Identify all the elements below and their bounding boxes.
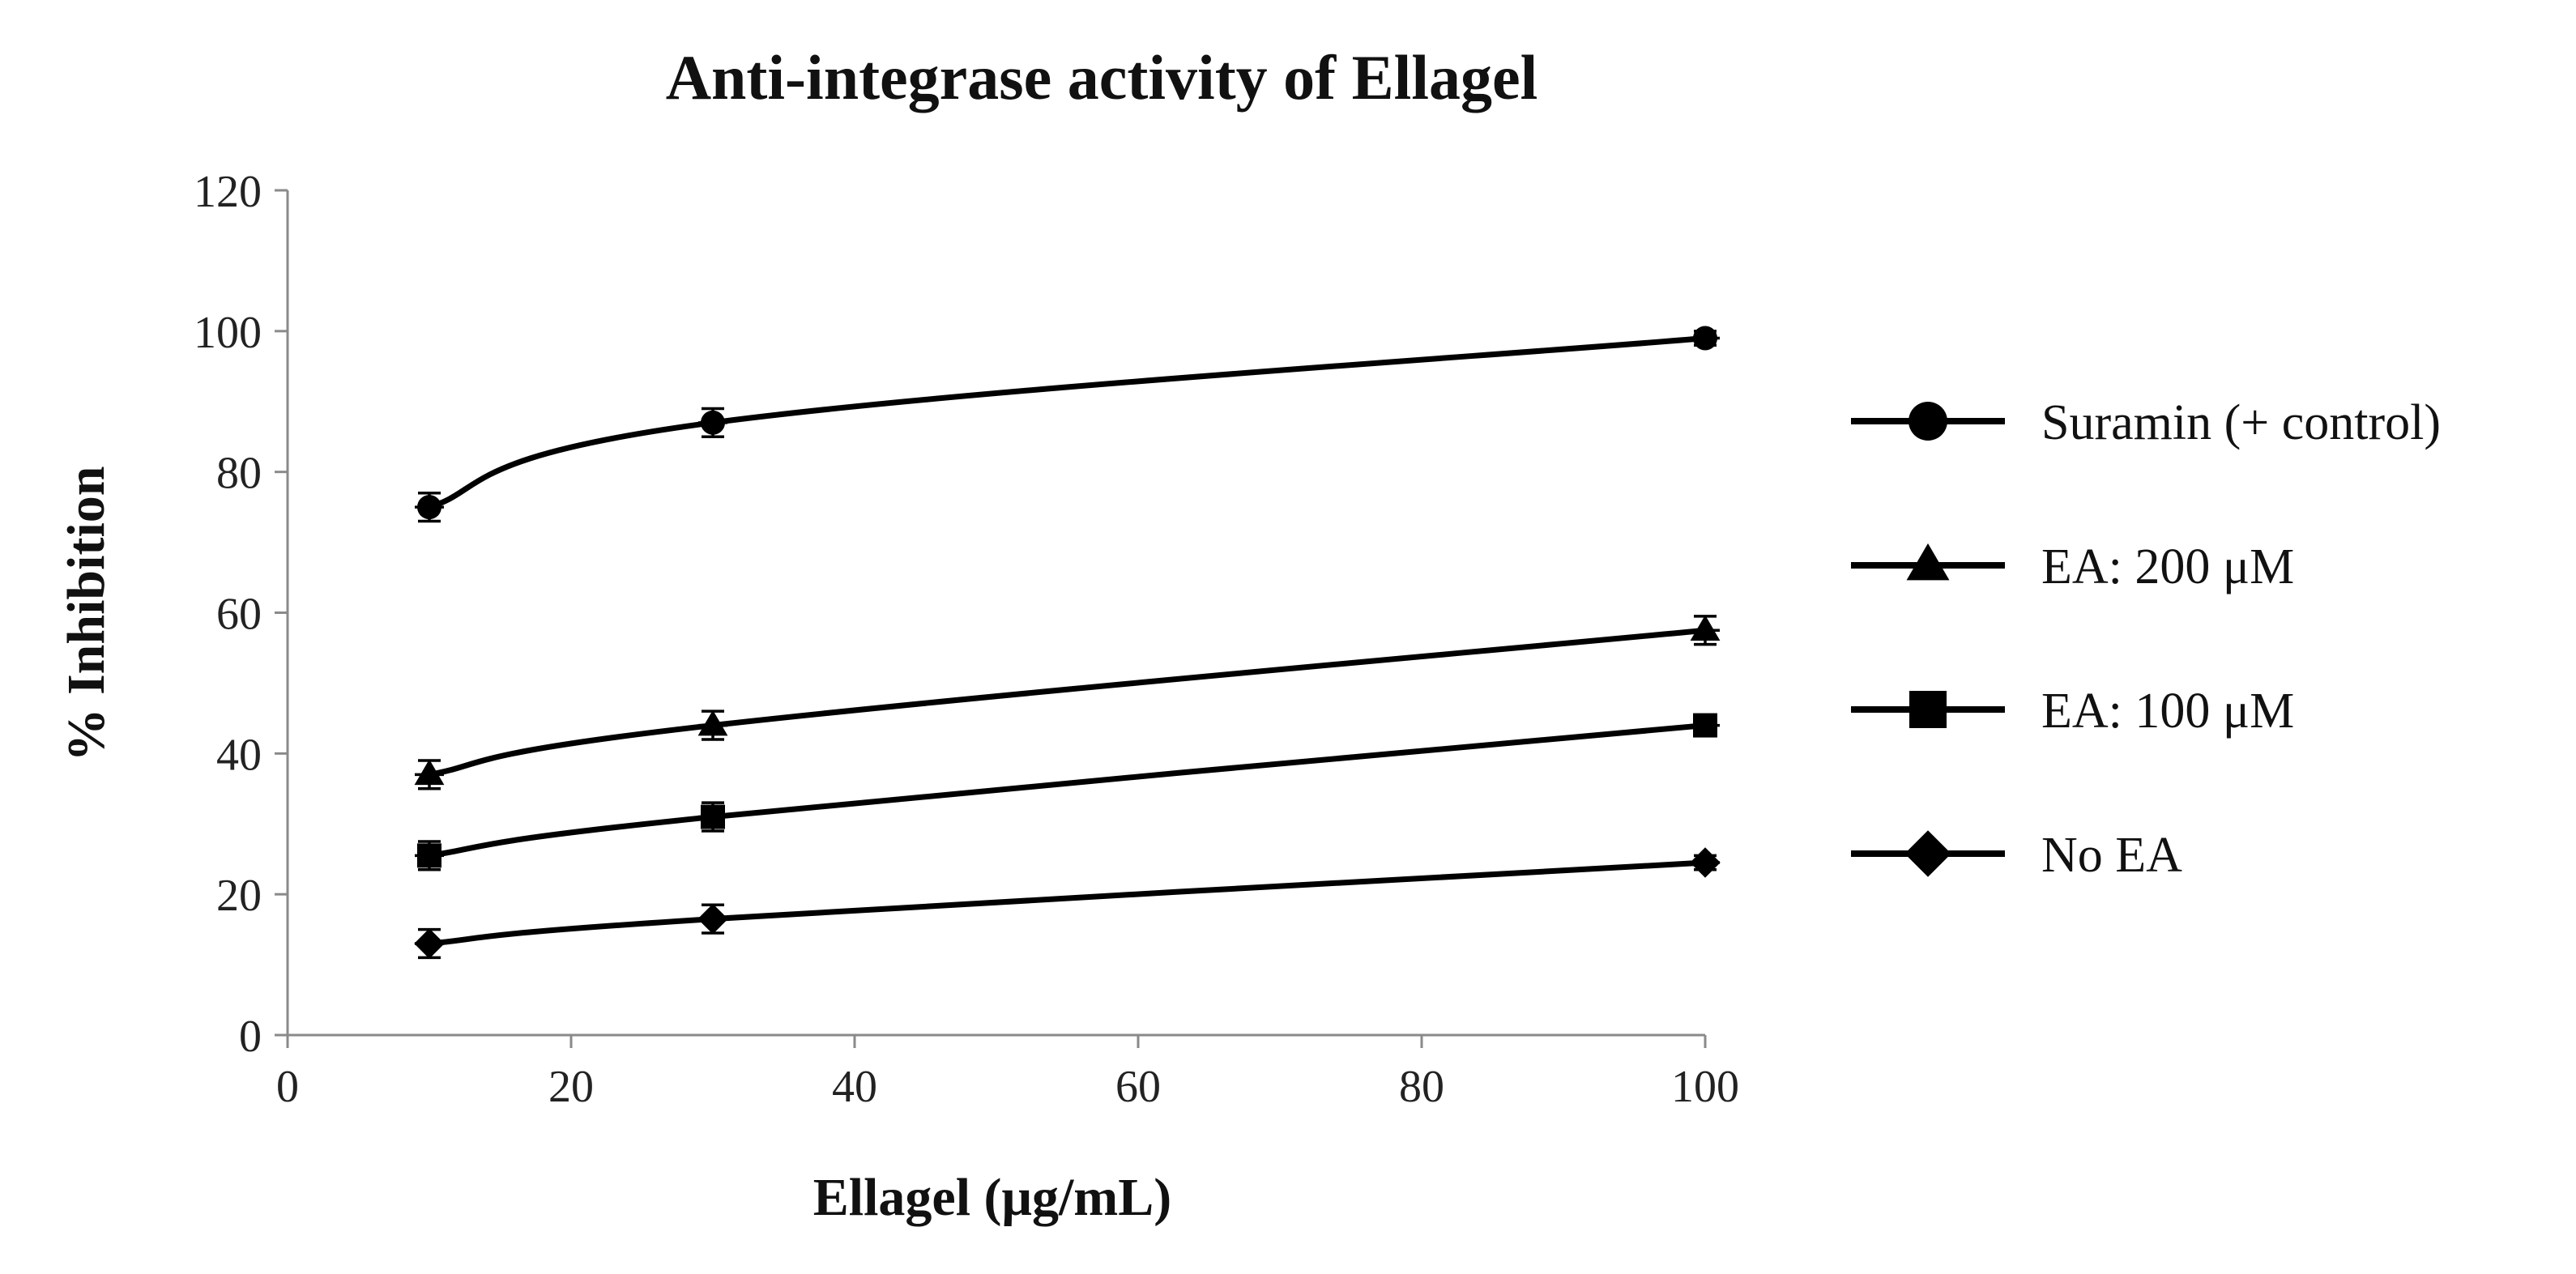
legend-label: EA: 200 μM <box>2041 539 2294 594</box>
x-axis-title: Ellagel (μg/mL) <box>813 1168 1172 1227</box>
data-point-square <box>1693 713 1717 738</box>
y-axis-title: % Inhibition <box>57 467 116 762</box>
series-line <box>429 859 1706 947</box>
legend-label: EA: 100 μM <box>2041 684 2294 739</box>
legend-marker-circle <box>1909 402 1947 441</box>
data-point-square <box>701 804 725 829</box>
series-line <box>429 627 1706 778</box>
data-point-square <box>417 843 441 868</box>
legend-item: Suramin (+ control) <box>1851 395 2441 450</box>
legend-label: No EA <box>2041 828 2182 883</box>
legend-label: Suramin (+ control) <box>2041 395 2441 450</box>
data-point-diamond <box>697 903 728 935</box>
y-tick-label: 60 <box>216 590 262 640</box>
x-tick-label: 100 <box>1671 1062 1739 1112</box>
chart-title: Anti-integrase activity of Ellagel <box>666 42 1538 113</box>
legend: Suramin (+ control) EA: 200 μM EA: 100 μM N… <box>1851 395 2441 883</box>
series-layer <box>414 326 1721 960</box>
x-tick-label: 80 <box>1399 1062 1444 1112</box>
x-tick-label: 20 <box>548 1062 594 1112</box>
legend-marker-triangle <box>1906 543 1950 581</box>
legend-item: EA: 100 μM <box>1851 684 2294 739</box>
y-tick-label: 100 <box>194 308 262 358</box>
data-point-triangle <box>1690 615 1721 641</box>
x-tick-label: 0 <box>276 1062 299 1112</box>
series-square <box>415 713 1720 871</box>
data-point-triangle <box>697 709 728 736</box>
series-circle <box>415 326 1720 523</box>
y-tick-label: 80 <box>216 449 262 499</box>
legend-marker-square <box>1909 691 1947 728</box>
data-point-triangle <box>414 759 445 786</box>
series-line <box>428 335 1706 510</box>
x-tick-label: 60 <box>1115 1062 1161 1112</box>
data-point-circle <box>701 410 725 435</box>
series-line <box>429 722 1706 859</box>
series-triangle <box>414 615 1721 790</box>
x-tick-label: 40 <box>832 1062 877 1112</box>
axes: 0 20 40 60 80 100 120 0 20 40 60 80 100 <box>194 167 1739 1112</box>
data-point-diamond <box>1690 847 1721 878</box>
y-tick-label: 120 <box>194 167 262 217</box>
data-point-diamond <box>414 928 445 959</box>
series-diamond <box>414 847 1721 960</box>
legend-item: No EA <box>1851 828 2182 883</box>
data-point-circle <box>417 495 441 520</box>
legend-item: EA: 200 μM <box>1851 539 2294 594</box>
legend-marker-diamond <box>1904 830 1951 877</box>
data-point-circle <box>1693 326 1717 351</box>
y-tick-label: 0 <box>239 1012 262 1062</box>
y-tick-label: 40 <box>216 730 262 780</box>
y-tick-label: 20 <box>216 871 262 921</box>
